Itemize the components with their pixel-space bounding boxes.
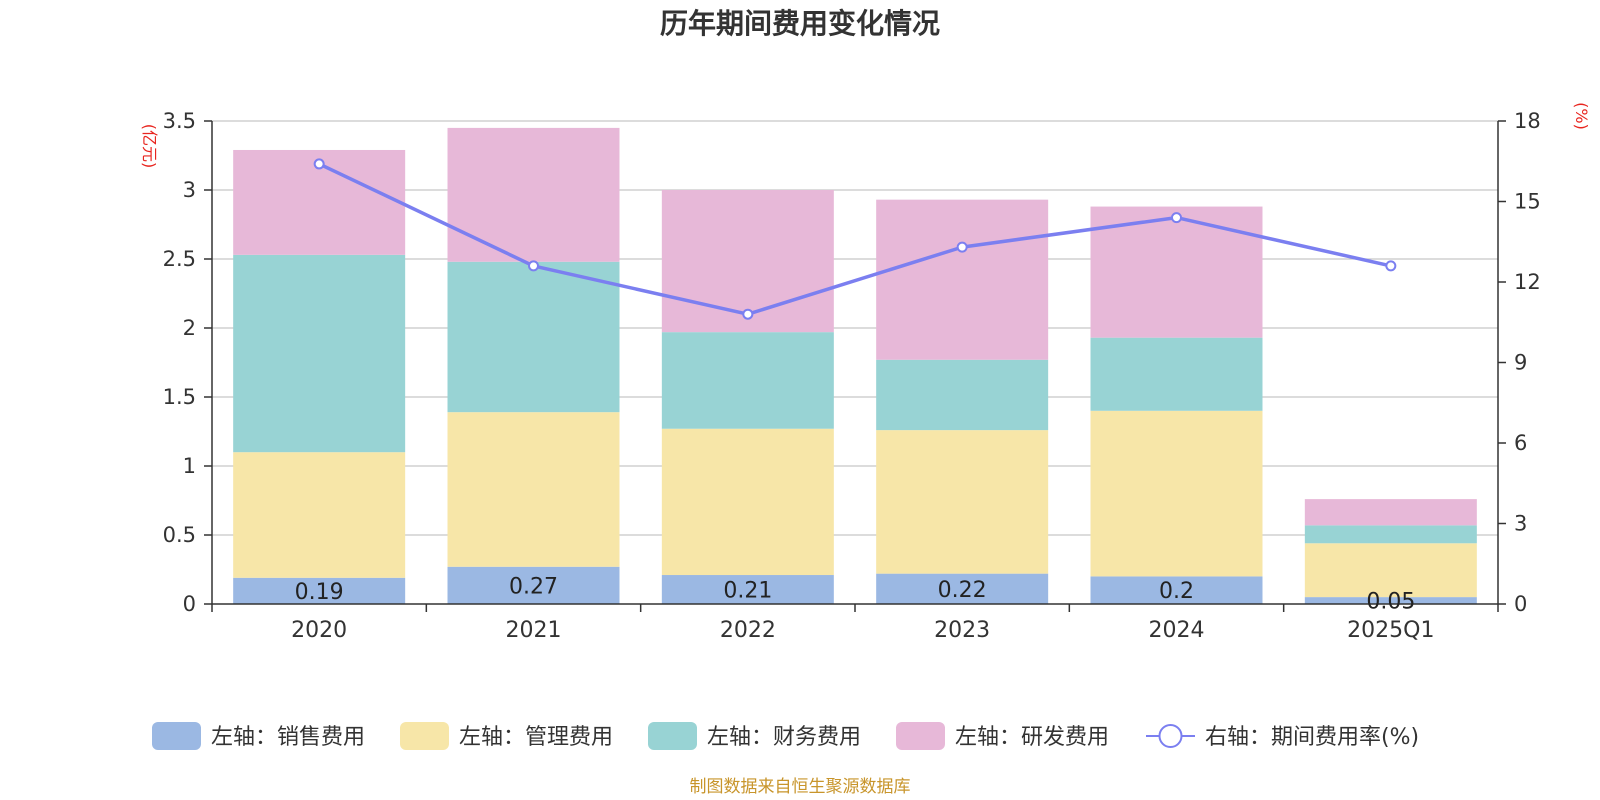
right-axis-tick-label: 6 <box>1514 431 1527 455</box>
legend: 左轴：销售费用 左轴：管理费用 左轴：财务费用 左轴：研发费用 右轴：期间费用率(%) <box>152 722 1419 750</box>
bar-segment <box>876 359 1049 431</box>
bar-data-label: 0.27 <box>509 574 558 599</box>
bar-segment <box>1304 525 1477 544</box>
legend-label: 右轴：期间费用率(%) <box>1205 725 1419 750</box>
legend-swatch <box>896 722 945 750</box>
bar-data-label: 0.22 <box>938 578 987 603</box>
bar-segment <box>447 127 620 262</box>
legend-swatch <box>400 722 449 750</box>
bar-segment <box>661 190 834 333</box>
left-axis-tick-label: 0.5 <box>163 523 196 547</box>
grid-lines <box>212 120 1498 536</box>
rate-line-point <box>528 260 539 272</box>
bar-segment <box>233 452 406 578</box>
bar-segment <box>661 332 834 429</box>
bar-segment <box>447 412 620 567</box>
bar-segment <box>876 199 1049 360</box>
bar-segment <box>447 261 620 413</box>
bar-segment <box>661 428 834 576</box>
rate-line <box>318 162 1392 316</box>
left-axis-tick-label: 0 <box>183 592 196 616</box>
axes: 0 0.5 1 1.5 2 2.5 3 3.5 0 3 6 9 12 15 18 2020 2021 2022 20… <box>163 109 1541 643</box>
right-axis-tick-label: 9 <box>1514 351 1527 375</box>
left-axis-tick-label: 2 <box>183 316 196 340</box>
bar-segment <box>1304 543 1477 598</box>
left-axis-unit: (亿元) <box>140 124 159 169</box>
x-axis-tick-label: 2023 <box>934 618 990 643</box>
left-axis-tick-label: 1.5 <box>163 385 196 409</box>
rate-line-point <box>956 241 968 253</box>
bar-segment <box>661 575 834 604</box>
right-axis-tick-label: 3 <box>1514 512 1527 536</box>
x-axis-tick-label: 2024 <box>1149 618 1205 643</box>
chart-title: 历年期间费用变化情况 <box>660 7 940 40</box>
rate-line-point <box>742 308 754 320</box>
left-axis-tick-label: 2.5 <box>163 247 196 271</box>
bar-segment <box>1304 597 1477 604</box>
right-axis-tick-label: 18 <box>1514 109 1541 133</box>
bar-data-label: 0.21 <box>723 579 772 604</box>
bar-segment <box>876 573 1049 604</box>
left-axis-tick-label: 3 <box>183 178 196 202</box>
bar-segment <box>876 430 1049 574</box>
legend-label: 左轴：研发费用 <box>955 725 1109 750</box>
bar-series <box>233 127 1477 604</box>
bar-segment <box>1090 576 1263 604</box>
bar-segment <box>233 254 406 453</box>
legend-swatch <box>648 722 697 750</box>
bar-segment <box>447 566 620 604</box>
legend-label: 左轴：财务费用 <box>707 725 861 750</box>
line-series <box>313 158 1397 320</box>
source-note: 制图数据来自恒生聚源数据库 <box>690 777 911 797</box>
bar-segment <box>1090 410 1263 577</box>
bar-segment <box>1304 499 1477 526</box>
right-axis-tick-label: 15 <box>1514 190 1541 214</box>
left-axis-tick-label: 1 <box>183 454 196 478</box>
legend-swatch <box>152 722 201 750</box>
bar-segment <box>1090 206 1263 338</box>
legend-marker <box>1158 724 1183 748</box>
x-axis-tick-label: 2021 <box>506 618 562 643</box>
left-axis-tick-label: 3.5 <box>163 109 196 133</box>
right-axis-tick-label: 12 <box>1514 270 1541 294</box>
bar-segment <box>233 577 406 604</box>
x-axis-tick-label: 2022 <box>720 618 776 643</box>
data-labels: 0.19 0.27 0.21 0.22 0.2 0.05 <box>295 574 1416 614</box>
rate-line-point <box>1171 212 1182 224</box>
right-axis-unit: (%) <box>1572 102 1591 130</box>
bar-data-label: 0.05 <box>1366 590 1415 615</box>
legend-label: 左轴：销售费用 <box>211 725 365 750</box>
bar-segment <box>1090 337 1263 411</box>
rate-line-point <box>313 158 325 170</box>
x-axis-tick-label: 2020 <box>291 618 347 643</box>
bar-data-label: 0.19 <box>295 580 344 605</box>
legend-label: 左轴：管理费用 <box>459 725 613 750</box>
rate-line-point <box>1385 260 1397 272</box>
bar-data-label: 0.2 <box>1159 579 1194 604</box>
right-axis-tick-label: 0 <box>1514 592 1527 616</box>
x-axis-tick-label: 2025Q1 <box>1347 618 1434 643</box>
